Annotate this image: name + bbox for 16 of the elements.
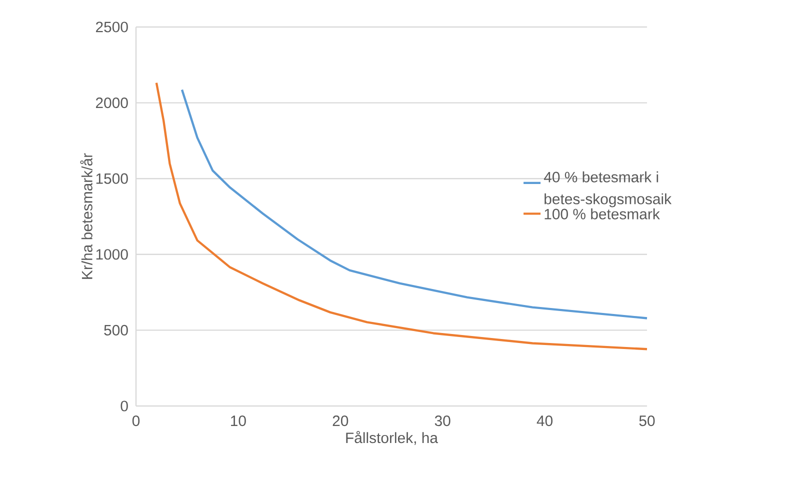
legend-label: 100 % betesmark: [544, 208, 660, 220]
y-tick-label: 1500: [96, 173, 128, 184]
y-tick-label: 2000: [96, 98, 128, 108]
x-axis-title: Fållstorlek, ha: [346, 430, 438, 445]
x-tick-label: 10: [231, 416, 246, 426]
x-tick-label: 40: [536, 416, 553, 426]
y-tick-label: 1000: [96, 249, 128, 260]
legend-label: 40 % betesmark i betes-skogsmosaik: [544, 171, 672, 208]
x-tick-label: 50: [639, 416, 655, 426]
x-tick-label: 0: [132, 416, 140, 426]
y-tick-label: 2500: [96, 22, 128, 32]
y-tick-label: 0: [120, 400, 128, 412]
y-tick-label: 500: [104, 324, 128, 336]
x-tick-label: 30: [434, 416, 450, 426]
x-tick-label: 20: [332, 416, 348, 426]
y-axis-title: Kr/ha betesmark/år: [80, 153, 92, 279]
